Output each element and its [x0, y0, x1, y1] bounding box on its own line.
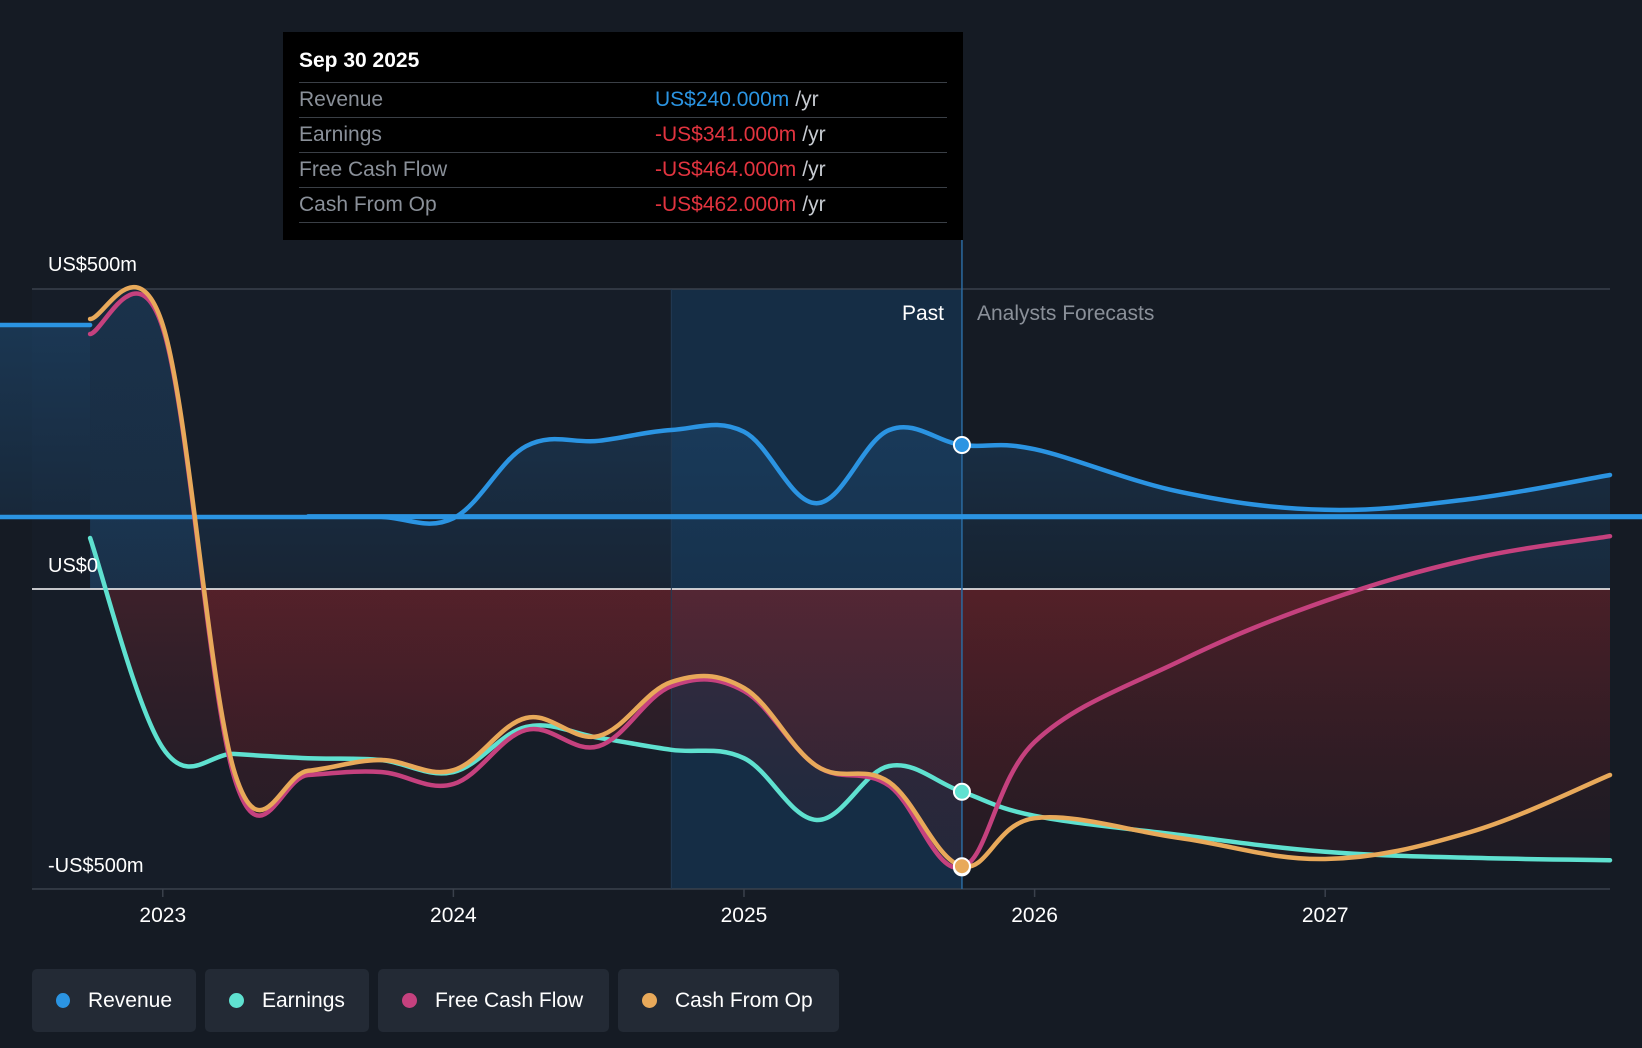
marker-revenue — [952, 436, 971, 454]
marker-earnings — [952, 782, 971, 801]
x-tick-label: 2026 — [1011, 904, 1058, 927]
legend-dot-icon — [229, 993, 244, 1008]
legend-dot-icon — [56, 993, 70, 1008]
tooltip-row-revenue: Revenue US$240.000m/yr — [299, 83, 947, 118]
y-label-top: US$500m — [48, 254, 137, 276]
legend-label: Revenue — [87, 988, 172, 1012]
tooltip-value: -US$464.000m — [655, 158, 797, 181]
axis-text-layer: US$500m US$0 -US$500m Past Analysts Fore… — [48, 254, 1349, 927]
series-lines-layer — [0, 284, 1642, 871]
chart-legend: Revenue Earnings Free Cash Flow Cash Fro… — [32, 969, 839, 1032]
legend-label: Cash From Op — [675, 988, 813, 1012]
tooltip-row-earnings: Earnings -US$341.000m/yr — [299, 118, 947, 153]
legend-item-free-cash-flow[interactable]: Free Cash Flow — [378, 969, 609, 1032]
tooltip-unit: /yr — [802, 158, 826, 181]
tooltip-unit: /yr — [795, 88, 819, 111]
past-label: Past — [902, 302, 944, 325]
tooltip-date: Sep 30 2025 — [299, 46, 947, 83]
x-tick-label: 2024 — [430, 904, 477, 927]
legend-dot-icon — [402, 993, 417, 1008]
tooltip-label: Cash From Op — [299, 193, 437, 216]
tooltip-label: Earnings — [299, 123, 382, 146]
legend-dot-icon — [642, 993, 657, 1008]
y-label-zero: US$0 — [48, 555, 98, 577]
y-label-bottom: -US$500m — [48, 855, 144, 877]
legend-item-revenue[interactable]: Revenue — [32, 969, 196, 1032]
tooltip-value-wrap: -US$341.000m/yr — [655, 118, 826, 152]
tooltip-value: -US$341.000m — [655, 123, 797, 146]
tooltip-value: US$240.000m — [655, 88, 790, 111]
area-fills-layer — [0, 287, 1642, 868]
series-line-cash-from-op — [87, 284, 1613, 869]
x-tick-label: 2025 — [721, 904, 768, 927]
forecast-label: Analysts Forecasts — [977, 302, 1154, 325]
tooltip-row-free-cash-flow: Free Cash Flow -US$464.000m/yr — [299, 153, 947, 188]
tooltip-value-wrap: -US$462.000m/yr — [655, 188, 826, 222]
x-tick-label: 2023 — [139, 904, 186, 927]
legend-label: Free Cash Flow — [435, 988, 584, 1012]
tooltip-unit: /yr — [802, 193, 826, 216]
area-fill-negative-cash_from_op — [90, 589, 1610, 867]
tooltip-label: Revenue — [299, 88, 384, 111]
tooltip-value-wrap: US$240.000m/yr — [655, 83, 819, 117]
data-tooltip: Sep 30 2025 Revenue US$240.000m/yr Earni… — [283, 32, 963, 240]
legend-item-cash-from-op[interactable]: Cash From Op — [618, 969, 839, 1032]
gridlines-layer — [32, 240, 1610, 897]
legend-label: Earnings — [262, 988, 345, 1012]
tooltip-row-cash-from-op: Cash From Op -US$462.000m/yr — [299, 188, 947, 223]
markers-layer — [952, 436, 971, 877]
legend-item-earnings[interactable]: Earnings — [205, 969, 369, 1032]
series-line-earnings — [87, 535, 1613, 863]
tooltip-value-wrap: -US$464.000m/yr — [655, 153, 826, 187]
tooltip-unit: /yr — [802, 123, 826, 146]
tooltip-value: -US$462.000m — [655, 193, 797, 216]
tooltip-label: Free Cash Flow — [299, 158, 448, 181]
x-tick-label: 2027 — [1302, 904, 1349, 927]
marker-cash-from-op — [952, 857, 971, 876]
